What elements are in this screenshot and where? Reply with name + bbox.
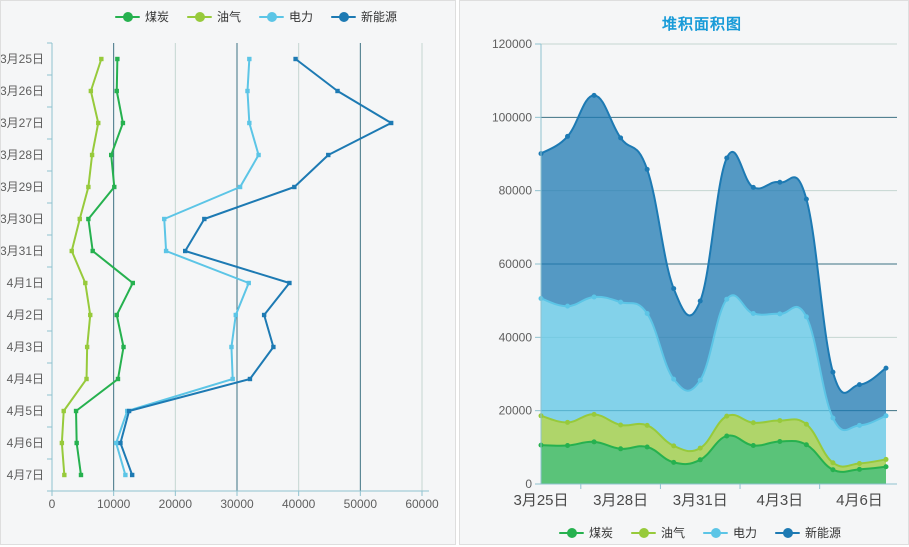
svg-text:30000: 30000	[220, 497, 254, 511]
svg-text:60000: 60000	[499, 257, 533, 271]
svg-text:80000: 80000	[499, 184, 533, 198]
band-power	[541, 295, 886, 467]
svg-text:4月6日: 4月6日	[7, 436, 44, 450]
band-newenergy	[541, 95, 886, 431]
legend-label: 电力	[289, 10, 314, 24]
svg-text:0: 0	[49, 497, 56, 511]
legend-item-coal[interactable]: 煤炭	[114, 8, 169, 25]
line-dot-icon	[331, 11, 357, 23]
svg-text:20000: 20000	[159, 497, 193, 511]
axes: 3月25日 3月26日 3月27日 3月28日 3月29日 3月30日 3月31日 4月1日 4…	[1, 42, 439, 511]
line-oil	[540, 413, 887, 468]
line-power	[540, 294, 887, 431]
svg-text:40000: 40000	[499, 330, 533, 344]
line-dot-icon	[114, 11, 140, 23]
svg-text:40000: 40000	[282, 497, 316, 511]
series-oil	[59, 56, 104, 478]
line-dot-icon	[186, 11, 212, 23]
line-dot-icon	[630, 527, 656, 539]
svg-text:3月25日: 3月25日	[1, 52, 44, 66]
svg-text:3月30日: 3月30日	[1, 212, 44, 226]
series-coal	[73, 56, 135, 478]
area-bands	[541, 95, 886, 484]
stacked-area-chart[interactable]: 0 20000 40000 60000 80000 100000 120000 3月25日 3月…	[460, 1, 909, 546]
line-newenergy	[540, 94, 887, 394]
line-dot-icon	[558, 527, 584, 539]
band-oil	[541, 414, 886, 472]
svg-text:20000: 20000	[499, 404, 533, 418]
svg-text:3月26日: 3月26日	[1, 84, 44, 98]
chart-title: 堆积面积图	[661, 16, 742, 33]
svg-text:3月31日: 3月31日	[673, 492, 728, 509]
svg-text:4月3日: 4月3日	[757, 492, 804, 509]
svg-text:50000: 50000	[344, 497, 378, 511]
grid	[113, 43, 423, 491]
legend-item-oil[interactable]: 油气	[186, 8, 241, 25]
legend-label: 煤炭	[144, 10, 169, 24]
svg-text:4月2日: 4月2日	[7, 308, 44, 322]
line-coal	[540, 434, 887, 473]
line-chart[interactable]: 3月25日 3月26日 3月27日 3月28日 3月29日 3月30日 3月31日 4月1日 4…	[1, 1, 457, 546]
svg-text:100000: 100000	[492, 110, 532, 124]
axes: 0 20000 40000 60000 80000 100000 120000 3月25日 3月…	[492, 37, 897, 509]
series-newenergy	[118, 56, 394, 478]
svg-text:4月3日: 4月3日	[7, 340, 44, 354]
svg-text:3月28日: 3月28日	[593, 492, 648, 509]
svg-text:4月1日: 4月1日	[7, 276, 44, 290]
svg-text:3月28日: 3月28日	[1, 148, 44, 162]
svg-text:4月5日: 4月5日	[7, 404, 44, 418]
legend-label: 新能源	[805, 526, 842, 540]
svg-text:4月4日: 4月4日	[7, 372, 44, 386]
svg-text:4月7日: 4月7日	[7, 468, 44, 482]
right-chart-legend: 煤炭 油气 电力 新能源	[558, 524, 841, 541]
legend-label: 新能源	[361, 10, 398, 24]
left-chart-panel: 煤炭 油气 电力 新能源 3月25日 3月26日 3月27日 3月28日 3月29日 3月…	[0, 0, 456, 545]
svg-text:10000: 10000	[97, 497, 131, 511]
svg-text:60000: 60000	[405, 497, 439, 511]
legend-item-power[interactable]: 电力	[259, 8, 313, 25]
legend-label: 煤炭	[588, 526, 613, 540]
legend-item-newenergy[interactable]: 新能源	[775, 524, 841, 541]
line-dot-icon	[775, 527, 801, 539]
band-coal	[541, 435, 886, 484]
line-dot-icon	[703, 527, 728, 539]
left-chart-legend: 煤炭 油气 电力 新能源	[114, 8, 397, 25]
svg-text:3月25日: 3月25日	[513, 492, 568, 509]
legend-label: 电力	[733, 526, 758, 540]
boundary-lines	[538, 92, 889, 473]
legend-label: 油气	[216, 10, 241, 24]
legend-item-oil[interactable]: 油气	[630, 524, 685, 541]
svg-text:4月6日: 4月6日	[836, 492, 883, 509]
svg-text:3月31日: 3月31日	[1, 244, 44, 258]
line-dot-icon	[259, 11, 284, 23]
right-chart-panel: 堆积面积图 0 20000 40000 60000 80000 100000 120000 3…	[459, 0, 909, 545]
legend-item-power[interactable]: 电力	[703, 524, 757, 541]
legend-item-coal[interactable]: 煤炭	[558, 524, 613, 541]
svg-text:0: 0	[525, 477, 532, 491]
svg-text:3月29日: 3月29日	[1, 180, 44, 194]
legend-label: 油气	[660, 526, 685, 540]
svg-text:120000: 120000	[492, 37, 532, 51]
svg-text:3月27日: 3月27日	[1, 116, 44, 130]
legend-item-newenergy[interactable]: 新能源	[331, 8, 397, 25]
